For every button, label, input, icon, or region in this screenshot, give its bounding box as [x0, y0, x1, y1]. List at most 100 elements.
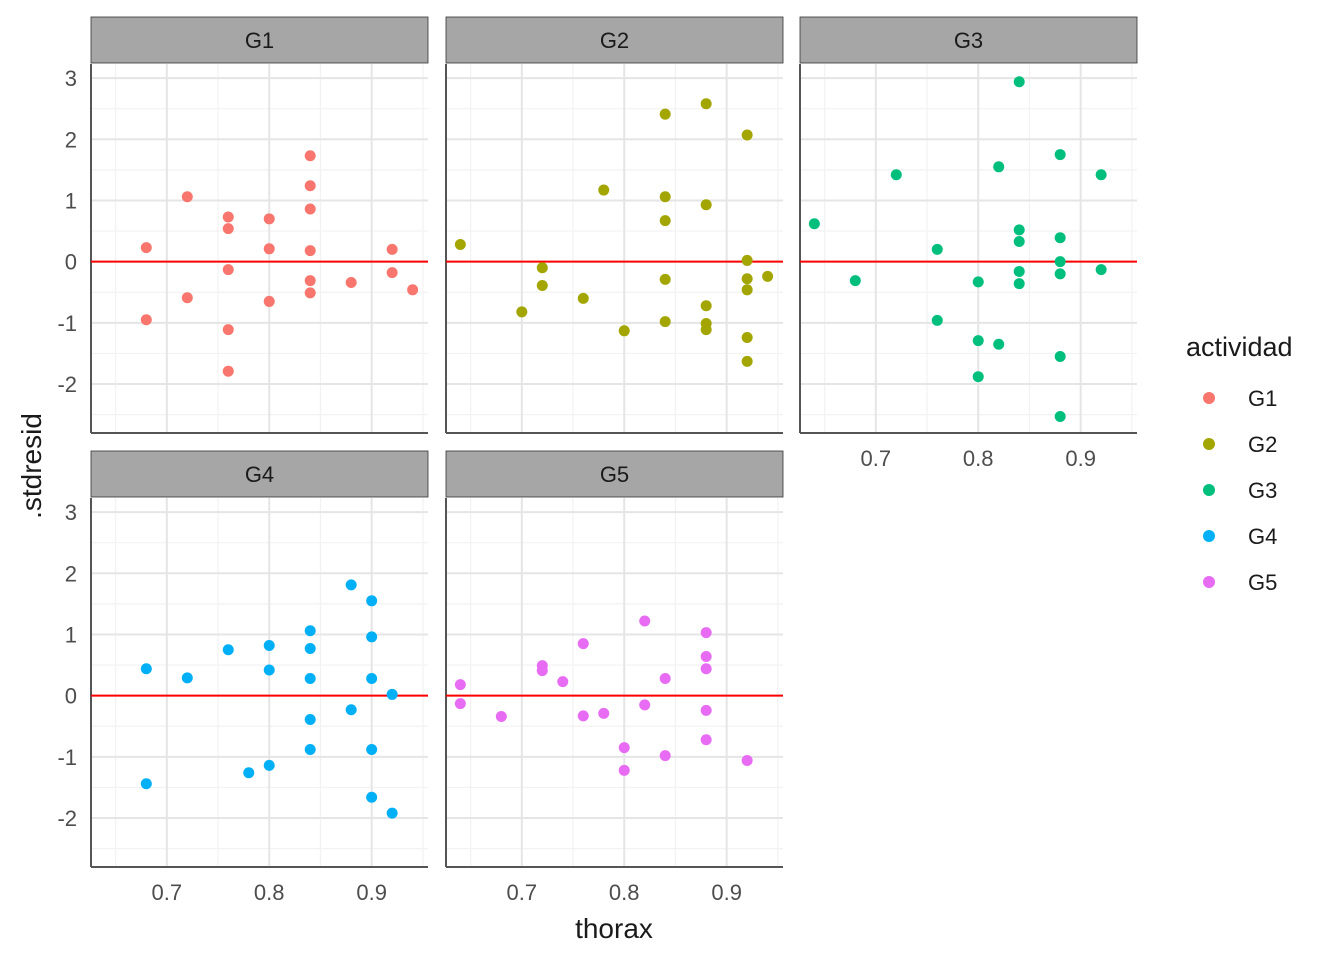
data-point	[618, 325, 630, 337]
legend-key	[1203, 392, 1215, 404]
data-point	[1054, 268, 1066, 280]
data-point	[140, 778, 152, 790]
data-point	[741, 332, 753, 344]
data-point	[536, 665, 548, 677]
y-tick-label: 1	[65, 188, 77, 213]
strip-label: G5	[600, 462, 629, 487]
legend-label: G3	[1248, 478, 1277, 503]
data-point	[659, 750, 671, 762]
data-point	[1054, 256, 1066, 268]
strip-label: G4	[245, 462, 274, 487]
data-point	[366, 673, 378, 685]
y-tick-label: -1	[57, 311, 77, 336]
data-point	[345, 276, 357, 288]
data-point	[741, 355, 753, 367]
data-point	[454, 239, 466, 251]
legend-key	[1203, 576, 1215, 588]
panel-g5: G5 0.7 0.8 0.9	[445, 450, 784, 905]
data-point	[386, 807, 398, 819]
data-point	[386, 688, 398, 700]
data-point	[577, 638, 589, 650]
data-point	[993, 161, 1005, 173]
data-point	[366, 744, 378, 756]
x-tick-label: 0.8	[254, 880, 285, 905]
data-point	[598, 184, 610, 196]
panel-g2: G2	[445, 16, 784, 434]
x-tick-label: 0.8	[963, 446, 994, 471]
panel-g3: G3 0.7 0.8 0.9	[799, 16, 1138, 471]
data-point	[931, 314, 943, 326]
data-point	[1054, 149, 1066, 161]
x-tick-label: 0.9	[356, 880, 387, 905]
data-point	[700, 627, 712, 639]
panel-g1: G1 -2 -1 0 1 2 3	[57, 16, 429, 434]
data-point	[741, 755, 753, 767]
data-point	[1095, 264, 1107, 276]
data-point	[1013, 278, 1025, 290]
data-point	[366, 631, 378, 643]
y-tick-label: 1	[65, 622, 77, 647]
data-point	[700, 199, 712, 211]
legend-key	[1203, 530, 1215, 542]
data-point	[222, 324, 234, 336]
data-point	[993, 338, 1005, 350]
data-point	[263, 243, 275, 255]
strip-g5	[445, 450, 784, 498]
legend-label: G2	[1248, 432, 1277, 457]
strip-g2	[445, 16, 784, 64]
legend-label: G5	[1248, 570, 1277, 595]
data-point	[762, 270, 774, 282]
data-point	[454, 679, 466, 691]
data-point	[659, 273, 671, 285]
data-point	[263, 639, 275, 651]
data-point	[304, 150, 316, 162]
strip-g4	[90, 450, 429, 498]
data-point	[263, 295, 275, 307]
data-point	[557, 676, 569, 688]
data-point	[659, 673, 671, 685]
data-point	[659, 316, 671, 328]
data-point	[140, 314, 152, 326]
data-point	[386, 267, 398, 279]
data-point	[577, 710, 589, 722]
data-point	[741, 254, 753, 266]
data-point	[304, 625, 316, 637]
data-point	[808, 218, 820, 230]
x-tick-label: 0.8	[609, 880, 640, 905]
data-point	[1013, 76, 1025, 88]
data-point	[140, 663, 152, 675]
data-point	[700, 704, 712, 716]
data-point	[263, 213, 275, 225]
x-tick-label: 0.7	[861, 446, 892, 471]
data-point	[639, 615, 651, 627]
data-point	[618, 742, 630, 754]
data-point	[222, 644, 234, 656]
y-tick-label: 3	[65, 500, 77, 525]
data-point	[1095, 169, 1107, 181]
strip-label: G2	[600, 28, 629, 53]
strip-label: G3	[954, 28, 983, 53]
data-point	[181, 191, 193, 203]
y-axis-title: .stdresid	[16, 413, 47, 519]
legend-label: G1	[1248, 386, 1277, 411]
data-point	[700, 663, 712, 675]
data-point	[366, 791, 378, 803]
data-point	[890, 169, 902, 181]
data-point	[263, 759, 275, 771]
data-point	[1013, 265, 1025, 277]
data-point	[495, 710, 507, 722]
x-tick-label: 0.7	[152, 880, 183, 905]
legend: actividad G1 G2 G3 G4 G5	[1186, 332, 1293, 595]
data-point	[454, 698, 466, 710]
y-tick-label: -1	[57, 745, 77, 770]
legend-title: actividad	[1186, 332, 1293, 362]
data-point	[181, 672, 193, 684]
data-point	[345, 704, 357, 716]
data-point	[140, 242, 152, 254]
data-point	[700, 300, 712, 312]
data-point	[741, 273, 753, 285]
data-point	[931, 243, 943, 255]
x-axis-title: thorax	[575, 913, 653, 944]
data-point	[700, 734, 712, 746]
legend-key	[1203, 484, 1215, 496]
